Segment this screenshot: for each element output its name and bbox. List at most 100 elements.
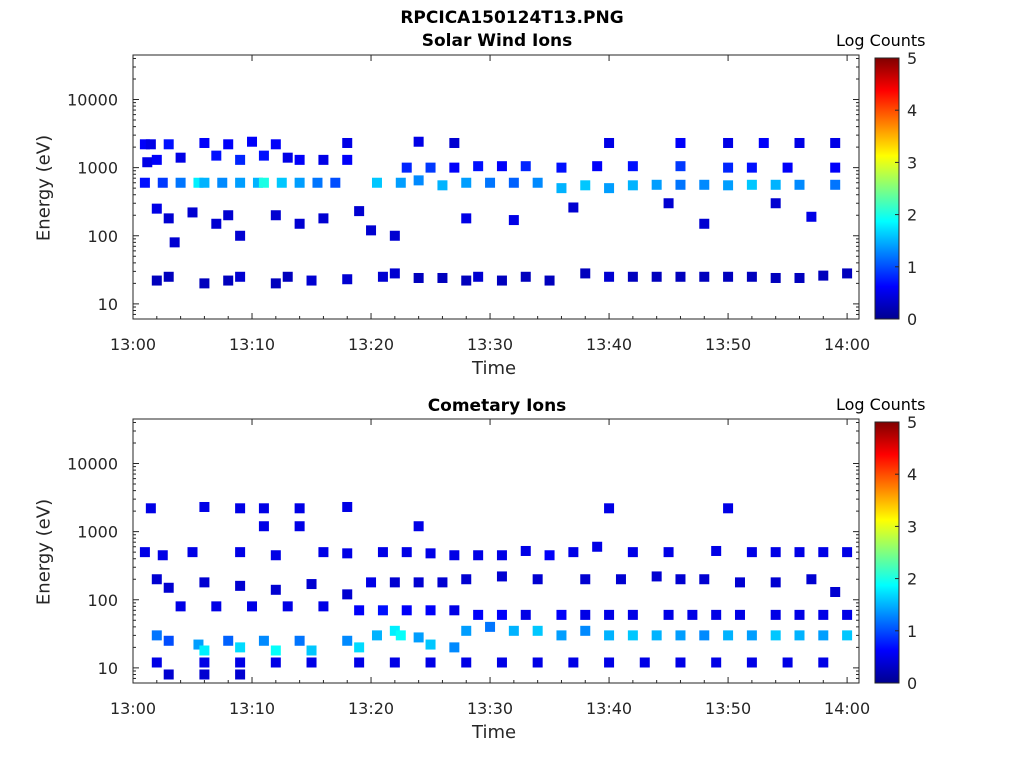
spectrogram-cell (842, 609, 853, 620)
spectrogram-cell (449, 605, 460, 616)
spectrogram-cell (496, 609, 507, 620)
spectrogram-cell (371, 630, 382, 641)
spectrogram-cell (282, 601, 293, 612)
spectrogram-cell (306, 275, 317, 286)
spectrogram-cell (651, 271, 662, 282)
spectrogram-cell (377, 271, 388, 282)
colorbar-tick-label: 4 (907, 101, 917, 120)
spectrogram-cell (389, 230, 400, 241)
colorbar-label-top: Log Counts (836, 31, 926, 50)
x-tick-label: 14:00 (824, 699, 870, 718)
spectrogram-cell (217, 177, 228, 188)
spectrogram-cell (306, 579, 317, 590)
spectrogram-cell (532, 625, 543, 636)
spectrogram-cell (604, 630, 615, 641)
spectrogram-cell (247, 136, 258, 147)
x-tick-label: 13:50 (705, 699, 751, 718)
spectrogram-cell (604, 503, 615, 514)
spectrogram-cell (818, 657, 829, 668)
spectrogram-cell (145, 503, 156, 514)
spectrogram-cell (770, 179, 781, 190)
spectrogram-cell (306, 645, 317, 656)
spectrogram-cell (770, 198, 781, 209)
spectrogram-cell (425, 162, 436, 173)
spectrogram-cell (473, 550, 484, 561)
spectrogram-cell (473, 609, 484, 620)
spectrogram-cell (258, 177, 269, 188)
spectrogram-cell (651, 630, 662, 641)
spectrogram-cell (627, 180, 638, 191)
spectrogram-cell (235, 580, 246, 591)
spectrogram-cell (580, 268, 591, 279)
spectrogram-cell (663, 547, 674, 558)
colorbar-tick-label: 5 (907, 49, 917, 68)
y-tick-label: 1000 (77, 159, 118, 178)
panel-title-cometary: Cometary Ions (427, 396, 567, 416)
spectrogram-cell (187, 207, 198, 218)
spectrogram-cell (247, 601, 258, 612)
spectrogram-cell (425, 639, 436, 650)
spectrogram-cell (413, 136, 424, 147)
spectrogram-cell (342, 635, 353, 646)
spectrogram-cell (794, 179, 805, 190)
spectrogram-cell (520, 161, 531, 172)
spectrogram-cell (306, 657, 317, 668)
spectrogram-cell (294, 521, 305, 532)
spectrogram-cell (782, 162, 793, 173)
spectrogram-cell (163, 582, 174, 593)
spectrogram-cell (746, 657, 757, 668)
spectrogram-cell (675, 657, 686, 668)
spectrogram-cell (235, 503, 246, 514)
spectrogram-cell (818, 630, 829, 641)
spectrogram-cell (520, 545, 531, 556)
spectrogram-cell (175, 152, 186, 163)
panel-title-solar-wind: Solar Wind Ions (421, 31, 573, 51)
spectrogram-cell (211, 218, 222, 229)
spectrogram-cell (842, 630, 853, 641)
spectrogram-cell (449, 162, 460, 173)
spectrogram-cell (401, 162, 412, 173)
x-tick-label: 13:40 (586, 335, 632, 354)
spectrogram-cell (794, 630, 805, 641)
spectrogram-cell (675, 271, 686, 282)
spectrogram-cell (449, 642, 460, 653)
spectrogram-cell (627, 161, 638, 172)
spectrogram-cell (211, 150, 222, 161)
spectrogram-cell (770, 609, 781, 620)
y-tick-label: 10 (98, 295, 118, 314)
spectrogram-cell (830, 137, 841, 148)
spectrogram-cell (413, 272, 424, 283)
axes-frame (132, 54, 860, 320)
spectrogram-cell (342, 137, 353, 148)
spectrogram-cell (473, 161, 484, 172)
spectrogram-cell (723, 180, 734, 191)
spectrogram-cell (377, 605, 388, 616)
spectrogram-cell (157, 550, 168, 561)
spectrogram-cell (746, 547, 757, 558)
spectrogram-cell (496, 657, 507, 668)
spectrogram-cell (770, 272, 781, 283)
spectrogram-cell (157, 177, 168, 188)
spectrogram-cell (151, 657, 162, 668)
spectrogram-cell (371, 177, 382, 188)
spectrogram-cell (508, 625, 519, 636)
spectrogram-cell (199, 645, 210, 656)
spectrogram-cell (223, 210, 234, 221)
spectrogram-cell (193, 639, 204, 650)
spectrogram-cell (473, 271, 484, 282)
spectrogram-cell (461, 177, 472, 188)
spectrogram-cell (794, 137, 805, 148)
spectrogram-cell (294, 154, 305, 165)
spectrogram-cell (223, 635, 234, 646)
colorbar-tick-label: 0 (907, 674, 917, 693)
spectrogram-cell (496, 161, 507, 172)
spectrogram-cell (806, 574, 817, 585)
spectrogram-cell (675, 179, 686, 190)
colorbar-tick-label: 5 (907, 413, 917, 432)
spectrogram-cell (199, 137, 210, 148)
y-tick-label: 10000 (67, 455, 118, 474)
spectrogram-cell (187, 547, 198, 558)
spectrogram-cell (199, 501, 210, 512)
spectrogram-cell (354, 642, 365, 653)
